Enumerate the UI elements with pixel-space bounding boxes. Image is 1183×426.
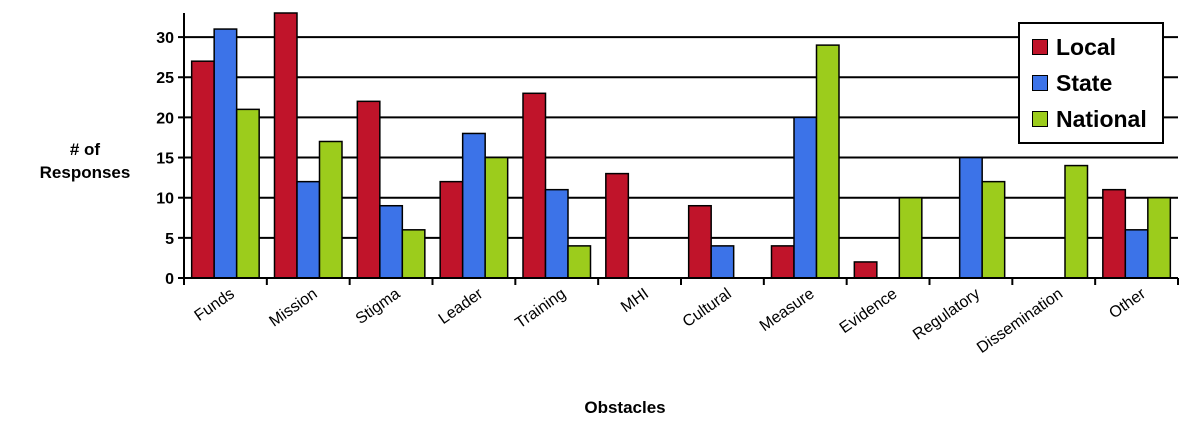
y-tick-label-15: 15 <box>156 151 174 168</box>
x-tick-label-dissemination: Dissemination <box>974 285 1066 357</box>
y-tick-label-0: 0 <box>165 271 174 288</box>
bar-local-mission <box>273 12 298 279</box>
y-tick-label-25: 25 <box>156 70 174 87</box>
x-tick-label-mhi: MHI <box>618 285 652 316</box>
y-tick-label-30: 30 <box>156 30 174 47</box>
bar-state-cultural <box>710 245 735 279</box>
bar-local-cultural <box>687 204 712 279</box>
bar-national-dissemination <box>1064 164 1089 279</box>
y-tick-label-5: 5 <box>165 231 174 248</box>
bar-national-evidence <box>898 196 923 279</box>
legend-label-state: State <box>1056 69 1113 96</box>
legend-item-national: National <box>1032 104 1147 134</box>
x-tick-label-mission: Mission <box>266 285 320 330</box>
x-tick-label-other: Other <box>1106 285 1149 322</box>
legend-swatch-local <box>1032 39 1048 55</box>
y-axis-label: # of Responses <box>20 138 150 184</box>
x-tick-label-measure: Measure <box>757 285 818 335</box>
bar-national-leader <box>484 156 509 279</box>
bar-local-funds <box>190 60 215 279</box>
legend-label-national: National <box>1056 105 1147 132</box>
x-tick-label-evidence: Evidence <box>837 285 901 337</box>
bar-local-stigma <box>356 100 381 279</box>
bar-local-training <box>522 92 547 279</box>
bar-local-leader <box>439 180 464 279</box>
y-axis-label-line1: # of <box>69 140 101 159</box>
bar-national-other <box>1147 196 1172 279</box>
bar-national-mission <box>318 140 343 279</box>
bar-local-other <box>1102 188 1127 279</box>
bar-state-measure <box>793 116 818 279</box>
legend-label-local: Local <box>1056 33 1117 60</box>
bar-national-funds <box>235 108 260 279</box>
bar-state-training <box>544 188 569 279</box>
bar-local-mhi <box>605 172 630 279</box>
x-tick-label-cultural: Cultural <box>680 285 735 331</box>
legend-item-local: Local <box>1032 32 1116 62</box>
bar-state-funds <box>213 28 238 279</box>
bar-local-measure <box>770 245 795 279</box>
bar-local-evidence <box>853 261 878 279</box>
bar-state-mission <box>296 180 321 279</box>
bar-state-leader <box>461 132 486 279</box>
bar-national-regulatory <box>981 180 1006 279</box>
legend-swatch-national <box>1032 111 1048 127</box>
y-axis-label-line2: Responses <box>39 163 131 182</box>
x-tick-label-funds: Funds <box>192 285 238 324</box>
x-tick-label-leader: Leader <box>436 285 487 328</box>
x-tick-label-regulatory: Regulatory <box>910 285 983 343</box>
bar-state-other <box>1124 229 1149 279</box>
bar-national-training <box>567 245 592 279</box>
bar-state-stigma <box>379 204 404 279</box>
x-tick-label-stigma: Stigma <box>353 285 404 328</box>
legend-swatch-state <box>1032 75 1048 91</box>
y-tick-label-20: 20 <box>156 110 174 127</box>
legend: Local State National <box>1018 22 1164 144</box>
bar-state-regulatory <box>958 156 983 279</box>
legend-item-state: State <box>1032 68 1112 98</box>
bar-national-measure <box>815 44 840 279</box>
x-axis-label: Obstacles <box>584 398 666 417</box>
x-tick-label-training: Training <box>512 285 569 332</box>
bar-national-stigma <box>401 229 426 279</box>
y-tick-label-10: 10 <box>156 191 174 208</box>
